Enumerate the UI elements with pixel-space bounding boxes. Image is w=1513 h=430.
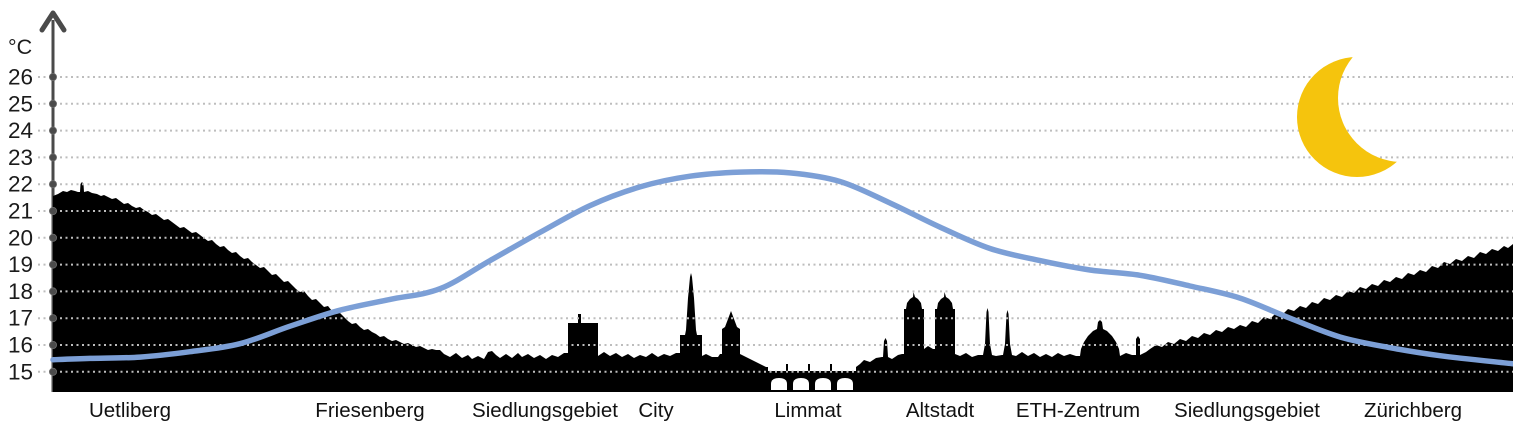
y-tick-dot xyxy=(49,233,58,242)
x-location-label: Zürichberg xyxy=(1364,399,1462,422)
celsius-unit-label: °C xyxy=(8,35,32,59)
y-tick-dot xyxy=(49,367,58,376)
y-tick-label: 24 xyxy=(8,118,33,143)
y-tick-label: 16 xyxy=(8,333,33,358)
temperature-curve xyxy=(50,168,1513,367)
y-tick-label: 17 xyxy=(8,306,33,331)
y-tick-label: 21 xyxy=(8,199,33,224)
y-tick-dot xyxy=(49,99,58,108)
x-location-label: Uetliberg xyxy=(89,399,171,422)
y-tick-label: 23 xyxy=(8,145,33,170)
y-tick-label: 20 xyxy=(8,225,33,250)
x-location-labels-group: Uetliberg Friesenberg Siedlungsgebiet City L… xyxy=(89,399,1462,422)
bridge-arch xyxy=(815,378,831,390)
y-tick-dot xyxy=(49,206,58,215)
x-location-label: Altstadt xyxy=(906,399,975,422)
y-tick-dot xyxy=(49,314,58,323)
bridge-arch xyxy=(771,378,787,390)
x-location-label: ETH-Zentrum xyxy=(1016,399,1140,422)
x-location-label: Friesenberg xyxy=(315,399,424,422)
x-location-label: Siedlungsgebiet xyxy=(1174,399,1320,422)
y-tick-label: 25 xyxy=(8,91,33,116)
y-axis-arrow-icon xyxy=(39,10,67,33)
tick-dots-group xyxy=(49,73,58,376)
y-tick-dot xyxy=(49,73,58,82)
gridlines-group xyxy=(38,76,1513,373)
y-tick-label: 18 xyxy=(8,279,33,304)
x-location-label: City xyxy=(638,399,674,422)
y-tick-dot xyxy=(49,260,58,269)
y-tick-dot xyxy=(49,180,58,189)
y-tick-label: 15 xyxy=(8,359,33,384)
y-tick-dot xyxy=(49,340,58,349)
y-tick-label: 19 xyxy=(8,252,33,277)
x-location-label: Limmat xyxy=(774,399,842,422)
bridge-arch xyxy=(793,378,809,390)
y-tick-dot xyxy=(49,287,58,296)
y-tick-dot xyxy=(49,153,58,162)
bridge-arches xyxy=(771,378,853,390)
city-skyline-silhouette xyxy=(53,182,1513,392)
y-tick-dot xyxy=(49,126,58,135)
y-tick-label: 26 xyxy=(8,65,33,90)
moon-icon xyxy=(1297,57,1417,177)
y-tick-label: 22 xyxy=(8,172,33,197)
bridge-arch xyxy=(837,378,853,390)
x-location-label: Siedlungsgebiet xyxy=(472,399,618,422)
